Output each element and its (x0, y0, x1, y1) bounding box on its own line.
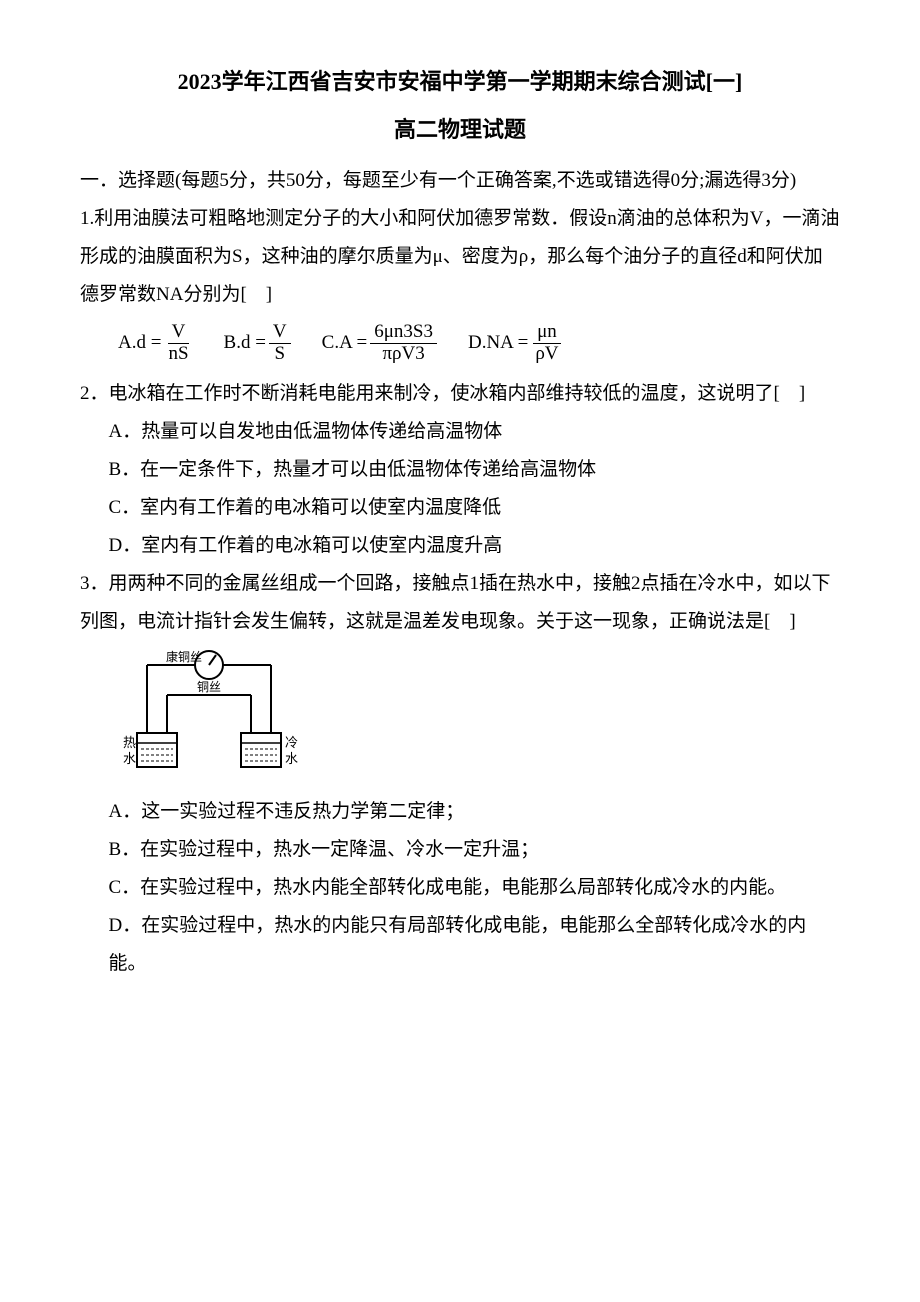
q3-option-b: B．在实验过程中，热水一定降温、冷水一定升温； (109, 831, 841, 869)
fraction: V nS (164, 322, 192, 365)
question-2-stem: 2．电冰箱在工作时不断消耗电能用来制冷，使冰箱内部维持较低的温度，这说明了[ ] (80, 375, 840, 413)
label-hot-2: 水 (123, 751, 136, 766)
question-1-stem: 1.利用油膜法可粗略地测定分子的大小和阿伏加德罗常数．假设n滴油的总体积为V，一… (80, 200, 840, 314)
label-cold-2: 水 (285, 751, 298, 766)
hot-beaker-icon (137, 733, 177, 767)
q1-optD-label: D.NA = (468, 332, 528, 355)
question-3-stem: 3．用两种不同的金属丝组成一个回路，接触点1插在热水中，接触2点插在冷水中，如以… (80, 565, 840, 641)
cold-beaker-icon (241, 733, 281, 767)
numerator: V (269, 322, 291, 344)
q1-option-d: D.NA = μn ρV (468, 322, 566, 365)
numerator: V (168, 322, 190, 344)
q2-option-b: B．在一定条件下，热量才可以由低温物体传递给高温物体 (109, 451, 841, 489)
q3-option-a: A．这一实验过程不违反热力学第二定律； (109, 793, 841, 831)
denominator: ρV (531, 344, 562, 365)
q1-optB-label: B.d = (224, 332, 266, 355)
q2-option-a: A．热量可以自发地由低温物体传递给高温物体 (109, 413, 841, 451)
q3-option-d: D．在实验过程中，热水的内能只有局部转化成电能，电能那么全部转化成冷水的内能。 (109, 907, 841, 983)
section-instruction: 一．选择题(每题5分，共50分，每题至少有一个正确答案,不选或错选得0分;漏选得… (80, 162, 840, 200)
fraction: V S (269, 322, 291, 365)
thermocouple-diagram: 康铜丝 铜丝 热 水 冷 水 (109, 647, 841, 787)
q1-optC-label: C.A = (322, 332, 368, 355)
q1-optA-label: A.d = (118, 332, 161, 355)
q2-option-d: D．室内有工作着的电冰箱可以使室内温度升高 (109, 527, 841, 565)
q1-option-b: B.d = V S (224, 322, 294, 365)
label-cold-1: 冷 (285, 735, 298, 750)
denominator: πρV3 (378, 344, 428, 365)
page-subtitle: 高二物理试题 (80, 108, 840, 152)
fraction: 6μn3S3 πρV3 (370, 322, 437, 365)
q3-option-c: C．在实验过程中，热水内能全部转化成电能，电能那么局部转化成冷水的内能。 (109, 869, 841, 907)
q1-option-a: A.d = V nS (118, 322, 196, 365)
question-1-options: A.d = V nS B.d = V S C.A = 6μn3S3 πρV3 D… (80, 322, 840, 365)
denominator: S (270, 344, 289, 365)
page-title: 2023学年江西省吉安市安福中学第一学期期末综合测试[一] (80, 60, 840, 104)
denominator: nS (164, 344, 192, 365)
numerator: μn (533, 322, 561, 344)
label-hot-1: 热 (123, 735, 136, 750)
fraction: μn ρV (531, 322, 562, 365)
q2-option-c: C．室内有工作着的电冰箱可以使室内温度降低 (109, 489, 841, 527)
label-mid-wire: 铜丝 (197, 679, 221, 694)
q1-option-c: C.A = 6μn3S3 πρV3 (322, 322, 440, 365)
numerator: 6μn3S3 (370, 322, 437, 344)
label-top-wire: 康铜丝 (166, 649, 202, 664)
